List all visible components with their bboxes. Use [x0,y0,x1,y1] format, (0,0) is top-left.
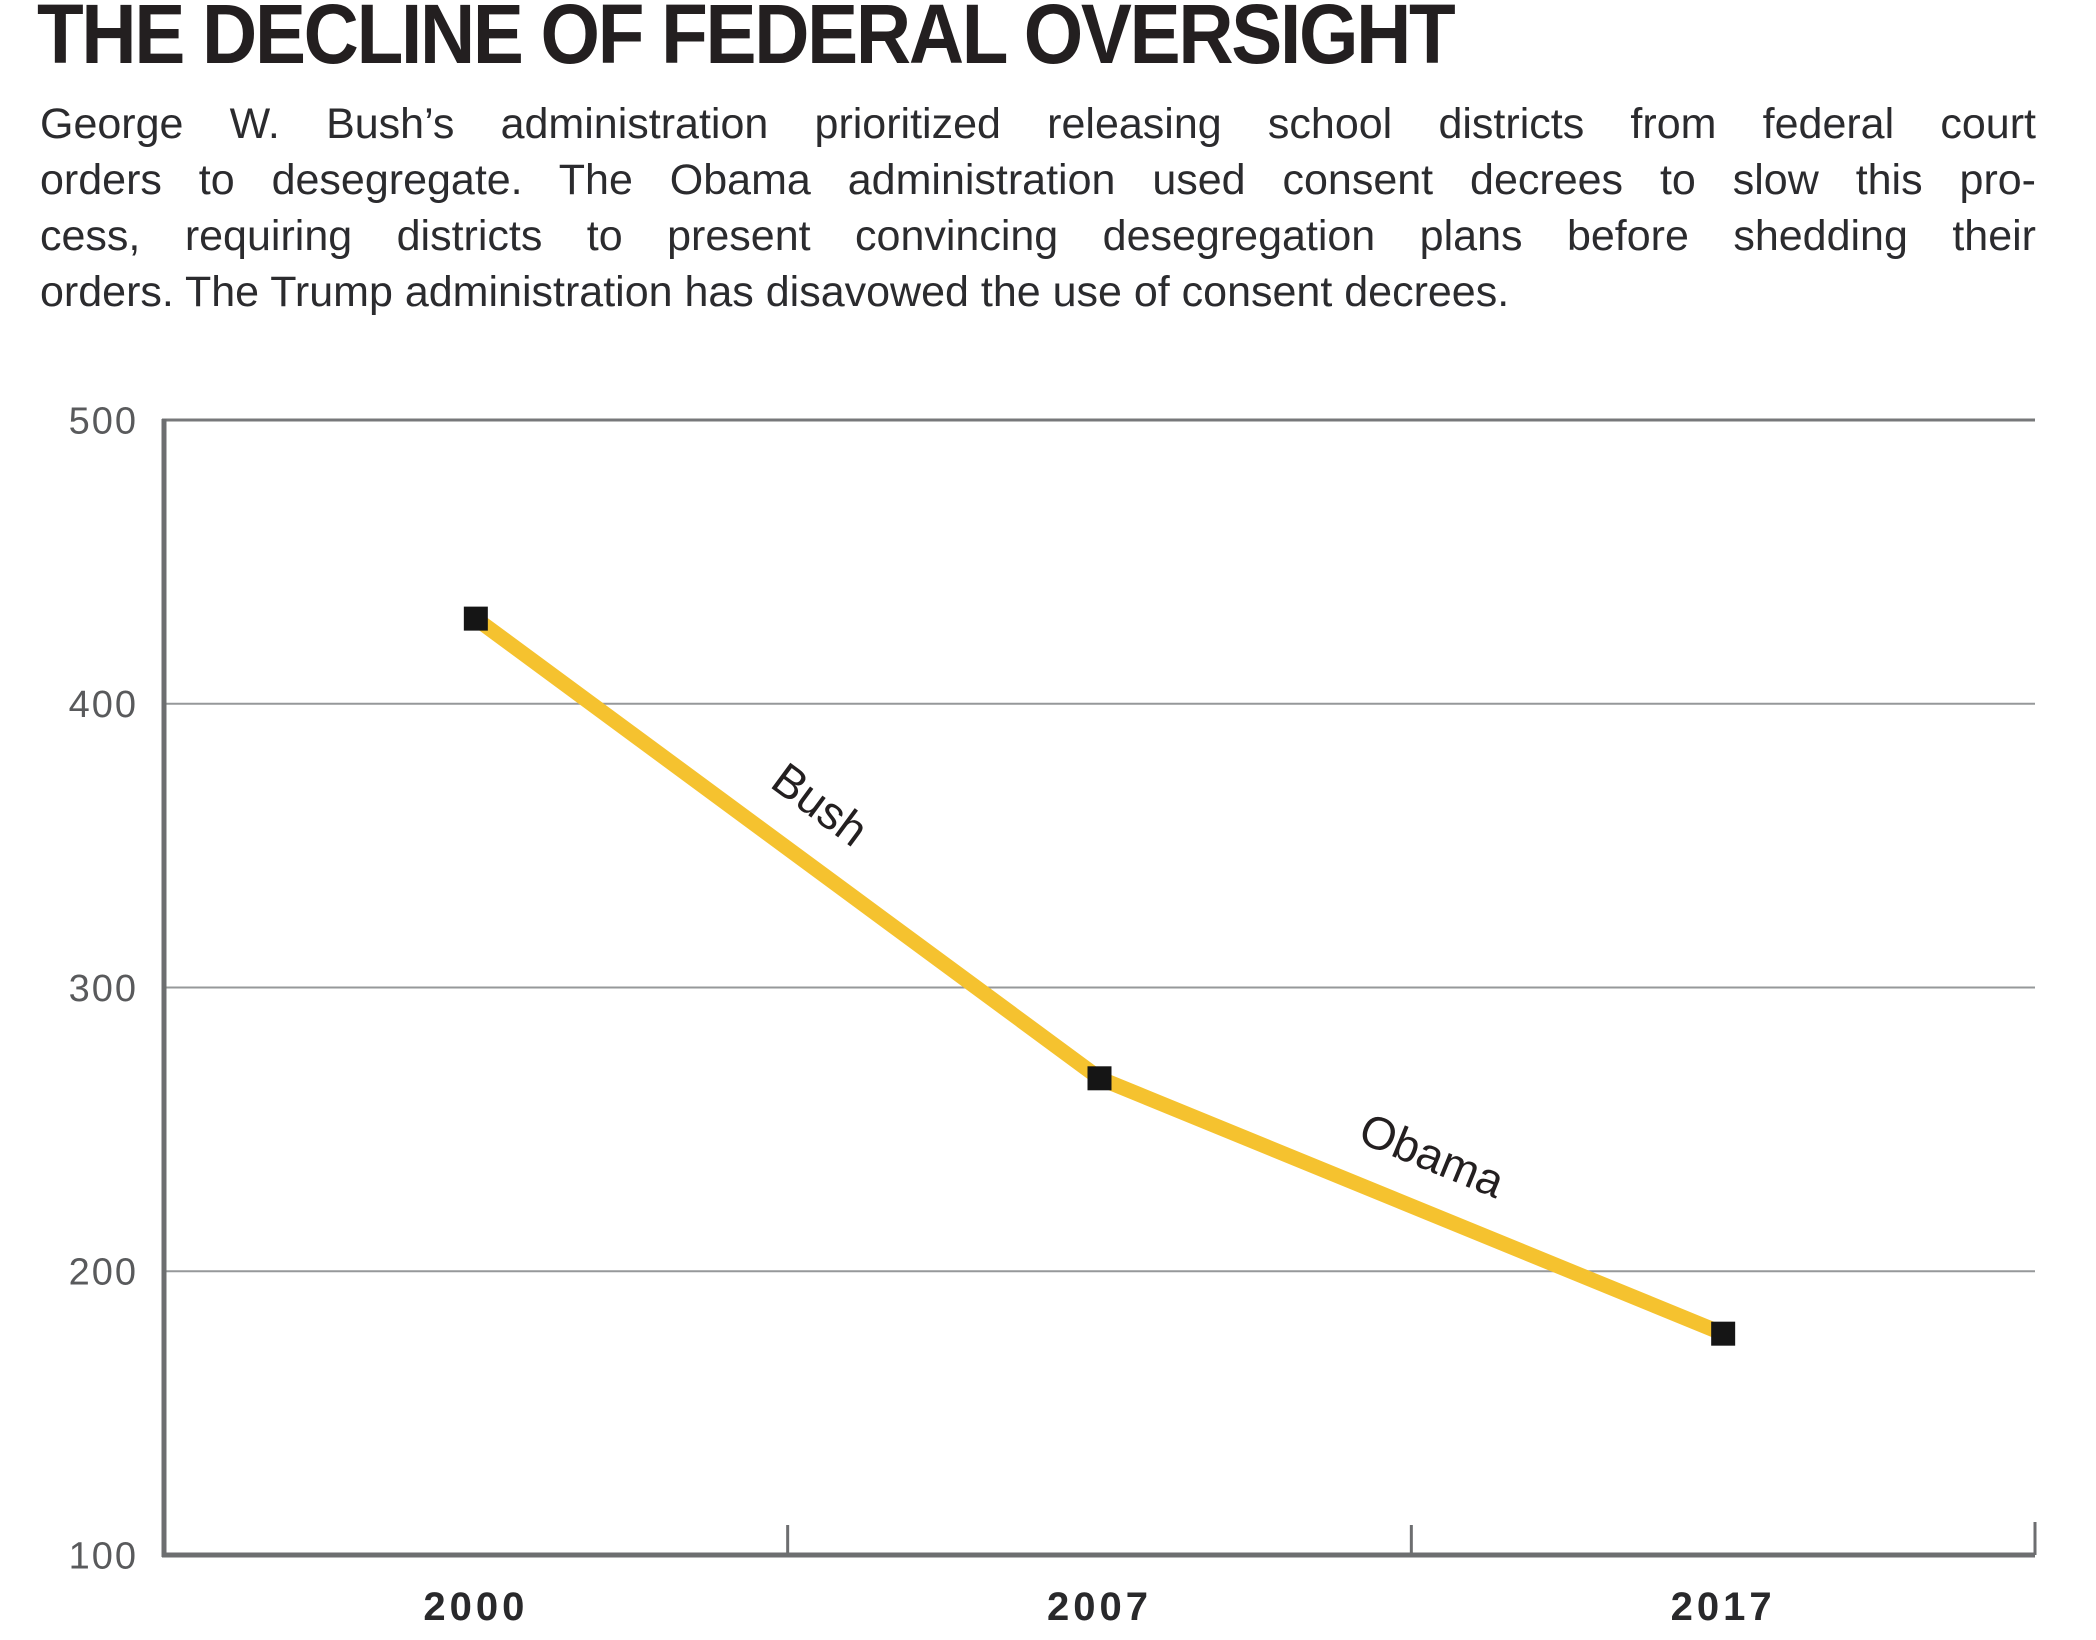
y-axis-tick-label-200: 200 [69,1252,138,1294]
data-line [471,612,1727,1341]
description-line-3: cess, requiring districts to present con… [40,212,2036,260]
description-line-2: orders to desegregate. The Obama adminis… [40,156,2036,204]
data-point-2000 [463,606,488,631]
y-axis-tick-label-500: 500 [69,400,138,442]
description-line-1: George W. Bush’s administration prioriti… [40,100,2036,148]
chart-title: THE DECLINE OF FEDERAL OVERSIGHT [37,0,1456,81]
x-axis-tick-label-2000: 2000 [423,1585,528,1629]
x-axis-tick-label-2017: 2017 [1671,1585,1776,1629]
y-axis-tick-label-400: 400 [69,684,138,726]
data-point-2017 [1711,1321,1736,1346]
y-axis-tick-label-300: 300 [69,968,138,1010]
chart-description: George W. Bush’s administration prioriti… [40,96,2036,320]
x-axis-tick-label-2007: 2007 [1047,1585,1152,1629]
data-point-2007 [1087,1066,1112,1091]
y-axis-tick-label-100: 100 [69,1535,138,1577]
description-line-4: orders. The Trump administration has dis… [40,268,1510,316]
